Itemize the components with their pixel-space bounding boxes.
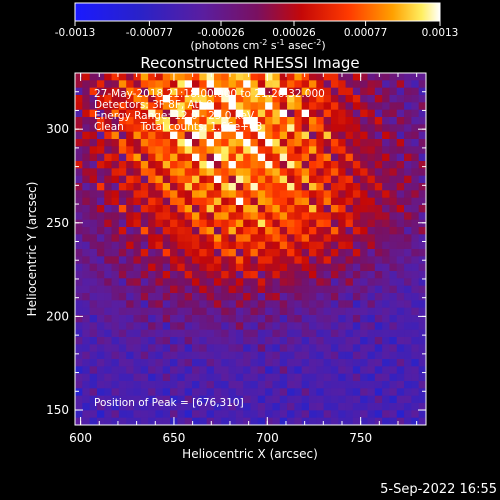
colorbar-tick-label: -0.00077 [126,27,173,39]
colorbar-ticks: -0.0013 -0.00077 -0.00026 0.00026 0.00077 0.0… [55,21,459,39]
x-tick-label: 750 [349,431,372,445]
plot-frame [74,72,427,426]
y-axis-label: Heliocentric Y (arcsec) [25,182,39,317]
colorbar: -0.0013 -0.00077 -0.00026 0.00026 0.00077 0.0… [55,2,459,52]
annotation-energy: Energy Range: 12.0 - 25.0 keV [94,110,255,122]
annotation-time-range: 27-May-2018 21:18:00.000 to 21:20:32.000 [94,88,325,100]
y-tick-label: 250 [46,216,69,230]
annotation-detectors: Detectors: 3F 8F, Att 0 [94,99,213,111]
colorbar-tick-label: -0.00026 [197,27,245,39]
y-tick-label: 300 [46,122,69,136]
annotations: 27-May-2018 21:18:00.000 to 21:20:32.000… [94,88,325,409]
annotation-peak: Position of Peak = [676,310] [94,397,244,409]
axis-ticks: 600 650 700 750 150 200 250 300 [46,72,426,445]
colorbar-tick-label: -0.0013 [55,27,96,39]
colorbar-gradient [74,2,441,22]
colorbar-units: (photons cm-2 s-1 asec-2) [190,38,325,52]
x-tick-label: 650 [162,431,185,445]
annotation-clean: Clean Total counts: 1.66e+03 [94,121,262,133]
chart-title: Reconstructed RHESSI Image [140,54,359,72]
x-tick-label: 700 [256,431,279,445]
heatmap-image [75,73,426,425]
y-tick-label: 150 [46,403,69,417]
x-axis-label: Heliocentric X (arcsec) [182,447,318,461]
colorbar-tick-label: 0.00026 [272,27,316,39]
colorbar-tick-label: 0.0013 [422,27,459,39]
x-tick-label: 600 [69,431,92,445]
footer-timestamp: 5-Sep-2022 16:55 [380,482,497,497]
y-tick-label: 200 [46,309,69,323]
colorbar-tick-label: 0.00077 [344,27,387,39]
